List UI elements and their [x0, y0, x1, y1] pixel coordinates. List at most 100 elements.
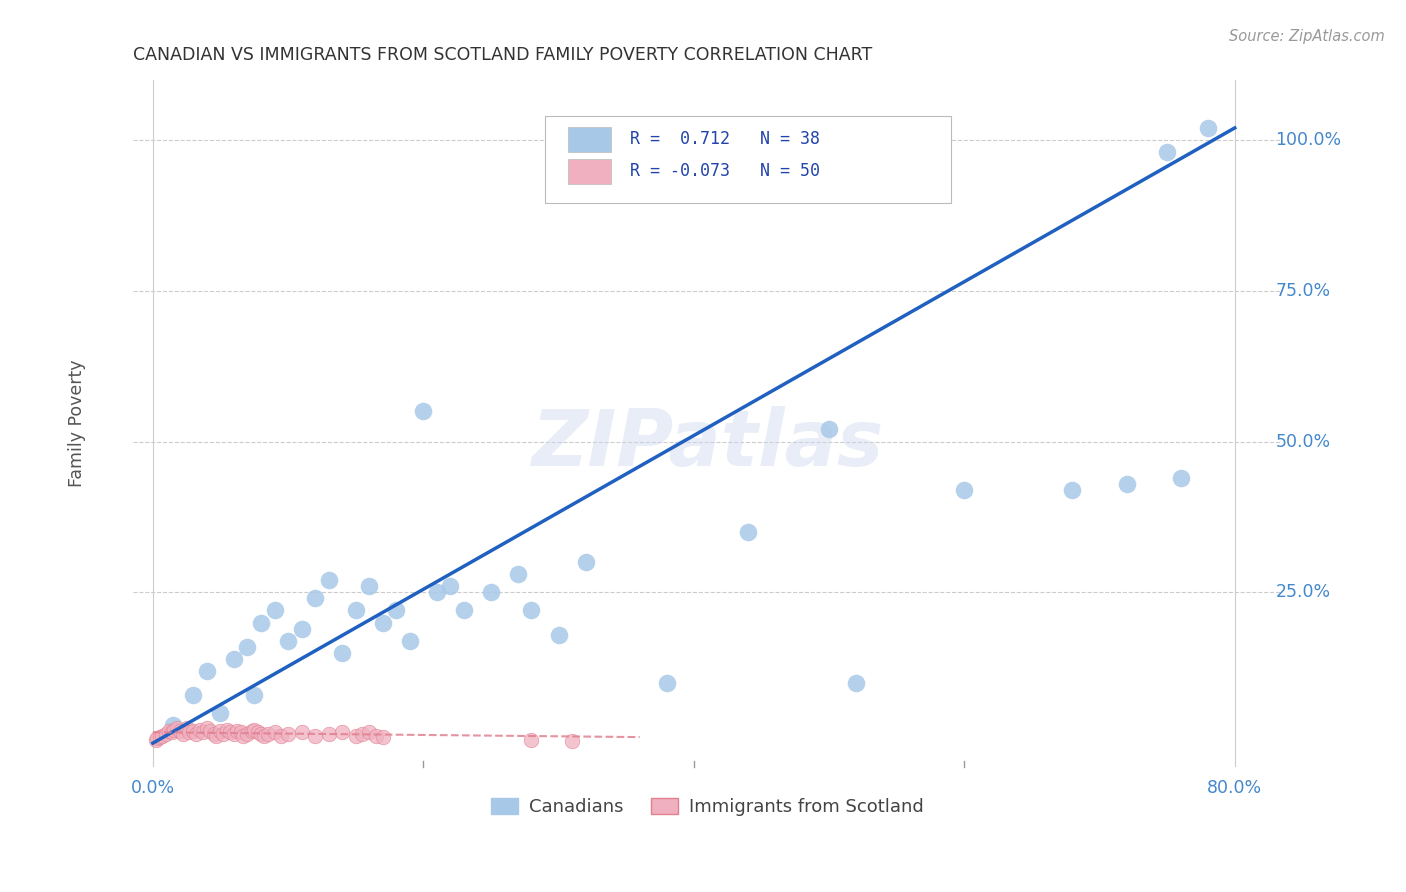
Point [229, 725, 252, 739]
Point [352, 727, 374, 741]
Point [195, 721, 218, 735]
Point [398, 633, 420, 648]
Point [217, 723, 239, 737]
Point [146, 731, 169, 746]
Text: 75.0%: 75.0% [1275, 282, 1330, 300]
Point [219, 725, 242, 739]
Point [247, 725, 270, 739]
Point [439, 579, 461, 593]
Point [160, 725, 183, 739]
Point [359, 579, 381, 593]
Point [371, 615, 394, 630]
Point [222, 727, 245, 741]
Point [655, 675, 678, 690]
Point [1115, 476, 1137, 491]
Point [250, 727, 273, 741]
Text: ZIPatlas: ZIPatlas [531, 406, 883, 482]
Text: 80.0%: 80.0% [1208, 780, 1263, 797]
Point [205, 729, 228, 743]
Point [426, 585, 449, 599]
Point [209, 724, 232, 739]
Point [256, 727, 278, 741]
Point [166, 721, 188, 735]
Point [183, 688, 205, 702]
Point [1156, 145, 1178, 159]
Point [183, 724, 205, 739]
Point [818, 422, 841, 436]
Point [198, 724, 221, 739]
Point [162, 718, 184, 732]
Point [145, 733, 167, 747]
Point [1062, 483, 1084, 497]
Text: 50.0%: 50.0% [1275, 433, 1330, 450]
Point [574, 555, 596, 569]
Bar [568, 127, 612, 152]
Point [149, 730, 172, 744]
Text: R =  0.712   N = 38: R = 0.712 N = 38 [630, 130, 820, 148]
Point [225, 724, 247, 739]
Point [277, 633, 299, 648]
Point [157, 724, 180, 739]
Point [263, 725, 285, 739]
Point [243, 688, 266, 702]
Point [236, 727, 259, 741]
Point [318, 574, 340, 588]
Point [150, 729, 173, 743]
Point [344, 729, 367, 743]
Point [520, 733, 543, 747]
Point [222, 651, 245, 665]
Point [270, 729, 292, 743]
Point [364, 729, 387, 743]
FancyBboxPatch shape [546, 116, 950, 203]
Point [1197, 120, 1219, 135]
Point [412, 404, 434, 418]
Point [318, 727, 340, 741]
Point [250, 615, 273, 630]
Point [547, 627, 569, 641]
Point [202, 727, 225, 741]
Text: Family Poverty: Family Poverty [69, 359, 86, 487]
Text: 25.0%: 25.0% [1275, 583, 1330, 601]
Point [212, 727, 235, 741]
Point [291, 622, 314, 636]
Point [188, 723, 211, 737]
Point [304, 729, 326, 743]
Point [240, 724, 263, 739]
Point [277, 727, 299, 741]
Point [236, 640, 259, 654]
Point [176, 721, 198, 735]
Point [291, 725, 314, 739]
Point [253, 729, 276, 743]
Legend: Canadians, Immigrants from Scotland: Canadians, Immigrants from Scotland [484, 791, 931, 823]
Point [737, 524, 759, 539]
Point [1170, 471, 1192, 485]
Point [359, 725, 381, 739]
Point [155, 727, 177, 741]
Point [243, 723, 266, 737]
Text: R = -0.073   N = 50: R = -0.073 N = 50 [630, 162, 820, 180]
Point [184, 727, 207, 741]
Point [304, 591, 326, 606]
Point [195, 664, 218, 678]
Point [453, 603, 475, 617]
Point [506, 567, 529, 582]
Point [479, 585, 502, 599]
Bar [568, 159, 612, 184]
Text: Source: ZipAtlas.com: Source: ZipAtlas.com [1229, 29, 1385, 44]
Point [163, 723, 186, 737]
Point [179, 725, 201, 739]
Point [845, 675, 868, 690]
Point [953, 483, 976, 497]
Point [330, 725, 353, 739]
Point [209, 706, 232, 720]
Point [263, 603, 285, 617]
Text: 100.0%: 100.0% [1275, 131, 1341, 149]
Point [232, 729, 254, 743]
Text: CANADIAN VS IMMIGRANTS FROM SCOTLAND FAMILY POVERTY CORRELATION CHART: CANADIAN VS IMMIGRANTS FROM SCOTLAND FAM… [132, 46, 872, 64]
Text: 0.0%: 0.0% [131, 780, 174, 797]
Point [561, 734, 583, 748]
Point [344, 603, 367, 617]
Point [172, 727, 194, 741]
Point [385, 603, 408, 617]
Point [371, 730, 394, 744]
